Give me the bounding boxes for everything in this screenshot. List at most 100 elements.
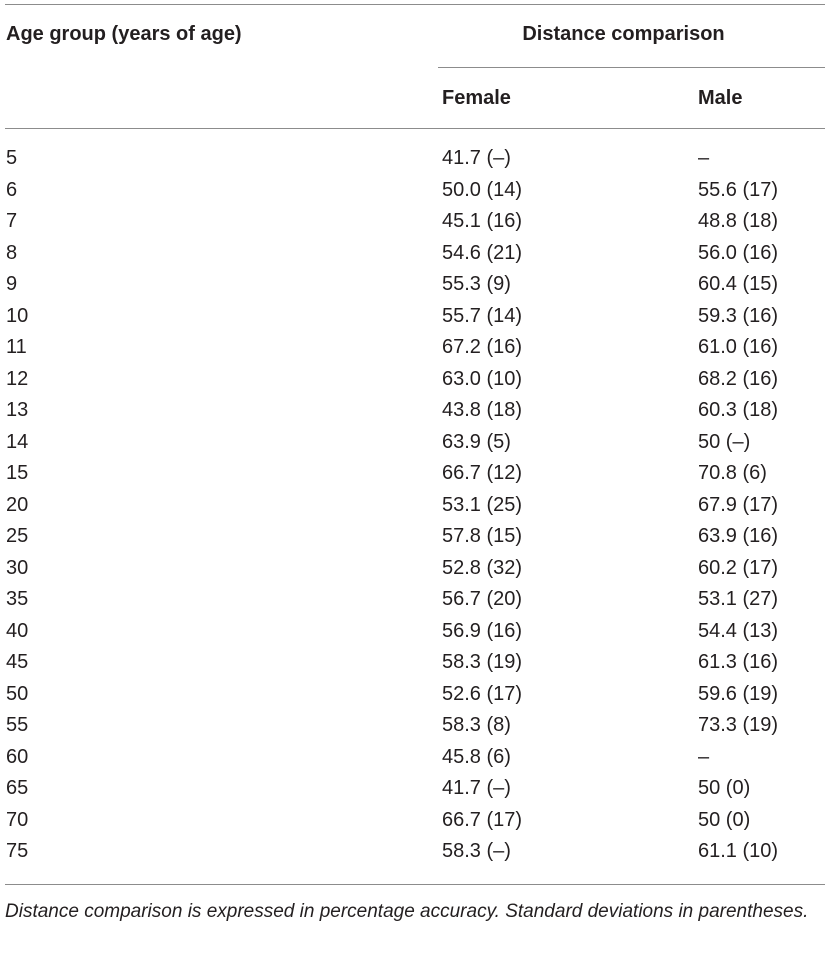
cell-female: 41.7 (–) [442,147,511,169]
cell-age: 13 [6,399,29,421]
cell-age: 30 [6,556,29,579]
cell-female: 58.3 (19) [442,651,523,673]
cell-age: 20 [6,493,29,516]
cell-age: 75 [6,840,29,862]
header-distance-comparison: Distance comparison [522,23,725,45]
cell-female: 43.8 (18) [442,399,523,421]
cell-female: 54.6 (21) [442,241,523,264]
cell-male: 60.2 (17) [698,556,779,579]
table-row: 55 58.3 (8) 73.3 (19) [0,710,829,742]
table-row: 70 66.7 (17) 50 (0) [0,805,829,837]
table-row: 10 55.7 (14) 59.3 (16) [0,301,829,333]
table-row: 40 56.9 (16) 54.4 (13) [0,616,829,648]
cell-male: 50 (0) [698,808,751,831]
table-body: 5 41.7 (–) – 6 50.0 (14) 55.6 (17) 7 45.1 (16) 4… [0,143,829,868]
cell-male: 63.9 (16) [698,525,779,547]
cell-male: 55.6 (17) [698,178,779,201]
table-row: 11 67.2 (16) 61.0 (16) [0,332,829,364]
cell-male: – [698,745,710,768]
cell-female: 52.8 (32) [442,556,523,579]
cell-female: 66.7 (17) [442,808,523,831]
cell-male: – [698,147,710,169]
cell-female: 45.1 (16) [442,210,523,232]
cell-female: 53.1 (25) [442,493,523,516]
cell-male: 60.3 (18) [698,399,779,421]
table-row: 8 54.6 (21) 56.0 (16) [0,238,829,270]
top-rule [5,4,825,5]
cell-male: 67.9 (17) [698,493,779,516]
table-row: 30 52.8 (32) 60.2 (17) [0,553,829,585]
cell-female: 58.3 (8) [442,714,511,736]
cell-age: 11 [6,336,27,358]
cell-female: 63.9 (5) [442,430,511,453]
cell-male: 50 (0) [698,777,751,799]
header-female: Female [442,87,511,109]
cell-age: 35 [6,588,29,610]
table-row: 45 58.3 (19) 61.3 (16) [0,647,829,679]
cell-male: 53.1 (27) [698,588,779,610]
header-rule [5,128,825,129]
cell-female: 45.8 (6) [442,745,511,768]
cell-age: 25 [6,525,29,547]
cell-male: 70.8 (6) [698,462,767,484]
table-row: 14 63.9 (5) 50 (–) [0,427,829,459]
table-row: 65 41.7 (–) 50 (0) [0,773,829,805]
cell-male: 59.6 (19) [698,682,779,705]
cell-male: 56.0 (16) [698,241,779,264]
table-row: 12 63.0 (10) 68.2 (16) [0,364,829,396]
cell-female: 57.8 (15) [442,525,523,547]
cell-female: 55.7 (14) [442,304,523,327]
cell-age: 45 [6,651,29,673]
spanner-rule [438,67,825,68]
table-row: 25 57.8 (15) 63.9 (16) [0,521,829,553]
table-row: 5 41.7 (–) – [0,143,829,175]
cell-male: 68.2 (16) [698,367,779,390]
cell-female: 66.7 (12) [442,462,523,484]
cell-age: 6 [6,178,18,201]
table-row: 35 56.7 (20) 53.1 (27) [0,584,829,616]
cell-male: 61.1 (10) [698,840,779,862]
cell-age: 7 [6,210,18,232]
cell-age: 8 [6,241,18,264]
cell-male: 48.8 (18) [698,210,779,232]
cell-male: 50 (–) [698,430,751,453]
cell-age: 50 [6,682,29,705]
table-row: 15 66.7 (12) 70.8 (6) [0,458,829,490]
cell-age: 12 [6,367,29,390]
cell-female: 41.7 (–) [442,777,511,799]
cell-female: 55.3 (9) [442,273,511,295]
table-row: 20 53.1 (25) 67.9 (17) [0,490,829,522]
table-footnote: Distance comparison is expressed in perc… [5,901,809,922]
cell-age: 70 [6,808,29,831]
cell-age: 14 [6,430,29,453]
cell-age: 9 [6,273,18,295]
table-row: 50 52.6 (17) 59.6 (19) [0,679,829,711]
header-male: Male [698,87,743,109]
cell-male: 61.3 (16) [698,651,779,673]
cell-male: 61.0 (16) [698,336,779,358]
cell-age: 5 [6,147,18,169]
cell-age: 10 [6,304,29,327]
cell-male: 54.4 (13) [698,619,779,642]
cell-male: 59.3 (16) [698,304,779,327]
cell-female: 58.3 (–) [442,840,511,862]
cell-age: 65 [6,777,29,799]
cell-female: 50.0 (14) [442,178,523,201]
cell-age: 55 [6,714,29,736]
cell-female: 63.0 (10) [442,367,523,390]
cell-age: 60 [6,745,29,768]
table-row: 13 43.8 (18) 60.3 (18) [0,395,829,427]
cell-female: 56.9 (16) [442,619,523,642]
table-row: 7 45.1 (16) 48.8 (18) [0,206,829,238]
cell-male: 73.3 (19) [698,714,779,736]
cell-female: 67.2 (16) [442,336,523,358]
header-age-group: Age group (years of age) [6,23,242,45]
bottom-rule [5,884,825,885]
cell-male: 60.4 (15) [698,273,779,295]
table-row: 60 45.8 (6) – [0,742,829,774]
cell-age: 15 [6,462,29,484]
table-row: 9 55.3 (9) 60.4 (15) [0,269,829,301]
table-row: 6 50.0 (14) 55.6 (17) [0,175,829,207]
cell-age: 40 [6,619,29,642]
